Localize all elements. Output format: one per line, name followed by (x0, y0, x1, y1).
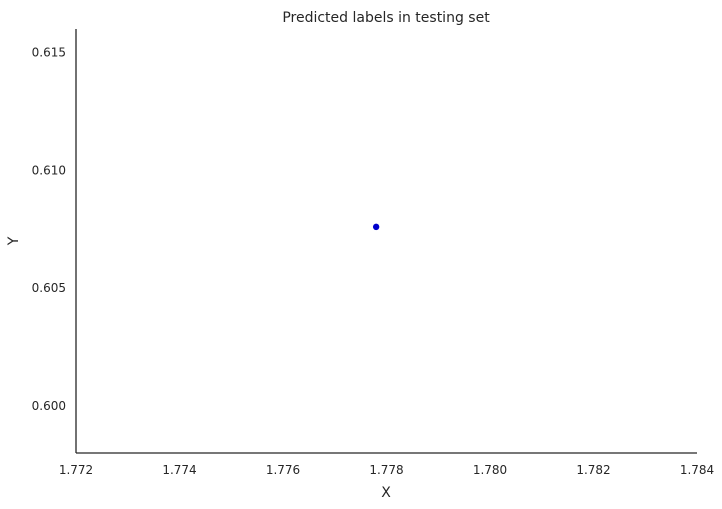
x-tick-label: 1.774 (162, 463, 196, 477)
x-tick-label: 1.776 (266, 463, 300, 477)
x-axis-label: X (381, 485, 391, 501)
scatter-points (372, 223, 380, 231)
y-axis-label: Y (6, 236, 22, 246)
x-tick-label: 1.782 (576, 463, 610, 477)
y-tick-label: 0.605 (32, 281, 66, 295)
y-tick-label: 0.600 (32, 399, 66, 413)
y-tick-label: 0.615 (32, 46, 66, 60)
x-tick-label: 1.784 (680, 463, 714, 477)
x-tick-labels: 1.772 1.774 1.776 1.778 1.780 1.782 1.784 (59, 463, 714, 477)
chart-title: Predicted labels in testing set (282, 10, 490, 26)
x-tick-label: 1.772 (59, 463, 93, 477)
y-tick-label: 0.610 (32, 163, 66, 177)
x-tick-label: 1.778 (369, 463, 403, 477)
scatter-point (372, 223, 380, 231)
y-tick-labels: 0.600 0.605 0.610 0.615 (32, 46, 66, 413)
x-tick-label: 1.780 (473, 463, 507, 477)
